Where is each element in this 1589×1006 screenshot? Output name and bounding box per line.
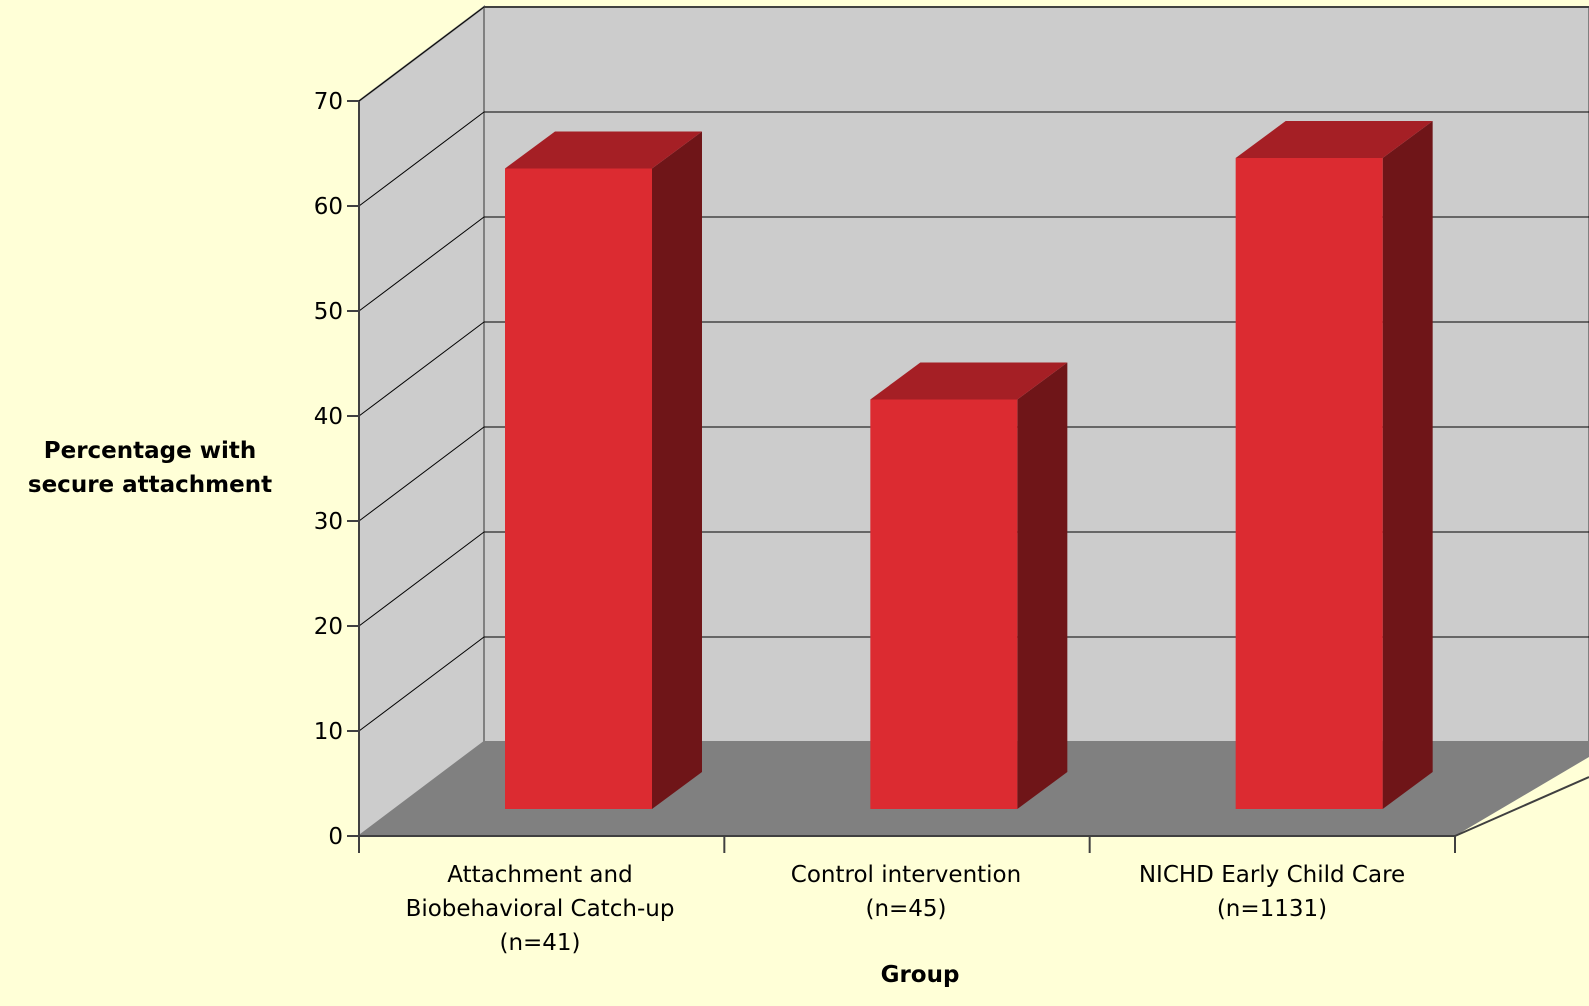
side-wall [358, 4, 485, 839]
y-axis-label-line-1: Percentage with [43, 438, 257, 464]
y-tick-label: 30 [314, 509, 343, 535]
y-tick-label: 20 [314, 614, 343, 640]
y-tick-label: 60 [314, 194, 343, 220]
y-tick-label: 40 [314, 404, 343, 430]
bar [870, 399, 1018, 809]
y-axis-label-line-2: secure attachment [27, 472, 273, 498]
bar [505, 168, 652, 809]
y-tick-label: 50 [314, 299, 343, 325]
bar [1235, 158, 1383, 809]
floor-right-edge [1454, 776, 1589, 837]
y-axis-label: Percentage with secure attachment [0, 434, 300, 502]
category-label-nichd: NICHD Early Child Care (n=1131) [1092, 858, 1452, 926]
bar-top [1235, 121, 1433, 158]
gridline-side [358, 216, 485, 312]
bar-top [505, 131, 702, 169]
category-label-line: (n=45) [865, 896, 947, 922]
bar-side [1017, 362, 1068, 809]
x-axis-label: Group [880, 962, 960, 988]
gridline-side [358, 321, 485, 417]
category-label-abc: Attachment and Biobehavioral Catch-up (n… [360, 858, 720, 960]
gridline-side [358, 6, 485, 102]
y-tick-label: 0 [328, 824, 343, 850]
gridline-side [358, 636, 485, 732]
gridline-side [358, 531, 485, 627]
bar-top [870, 362, 1068, 400]
category-label-control: Control intervention (n=45) [726, 858, 1086, 926]
category-label-line: NICHD Early Child Care [1138, 862, 1406, 888]
category-label-line: Biobehavioral Catch-up [405, 896, 675, 922]
bar-side [652, 131, 702, 809]
category-label-line: (n=1131) [1216, 896, 1328, 922]
category-label-line: Control intervention [790, 862, 1022, 888]
gridline-side [358, 426, 485, 522]
category-label-line: Attachment and [447, 862, 633, 888]
y-tick-label: 70 [314, 89, 343, 115]
category-label-line: (n=41) [499, 930, 581, 956]
bar-side [1382, 121, 1433, 809]
y-tick-label: 10 [314, 719, 343, 745]
gridline-side [358, 111, 485, 207]
